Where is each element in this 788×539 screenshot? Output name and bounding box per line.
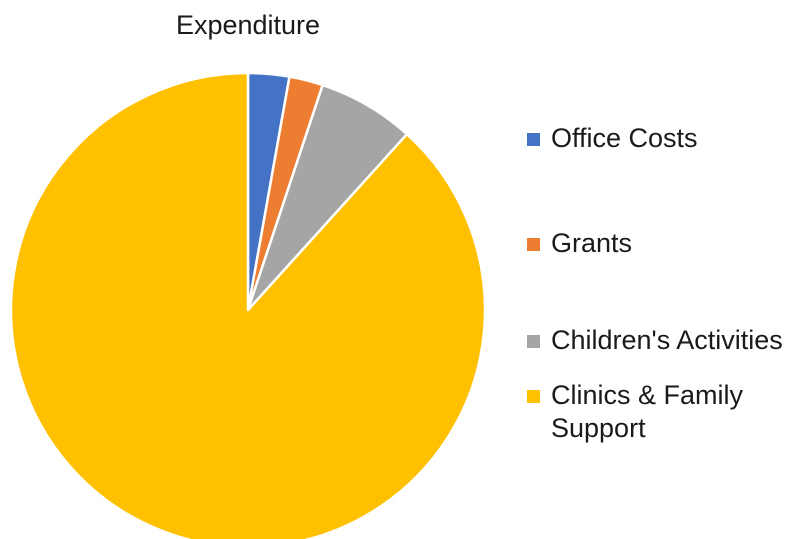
chart-title: Expenditure [175,10,321,40]
legend-swatch-office-costs [527,133,540,146]
legend-label-grants: Grants [551,228,633,258]
legend-item-office-costs: Office Costs [525,122,785,155]
legend-label-clinics-family-support: Clinics & Family Support [551,380,744,443]
legend: Office Costs Grants Children's Activitie… [525,122,785,445]
legend-swatch-clinics-family-support [527,390,540,403]
legend-swatch-childrens-activities [527,335,540,348]
pie-slice-clinics-family-support [9,71,487,539]
legend-swatch-grants [527,238,540,251]
legend-item-childrens-activities: Children's Activities [525,324,785,357]
legend-item-grants: Grants [525,227,785,260]
legend-item-clinics-family-support: Clinics & Family Support [525,379,785,445]
legend-label-office-costs: Office Costs [551,123,698,153]
legend-label-childrens-activities: Children's Activities [551,325,783,355]
